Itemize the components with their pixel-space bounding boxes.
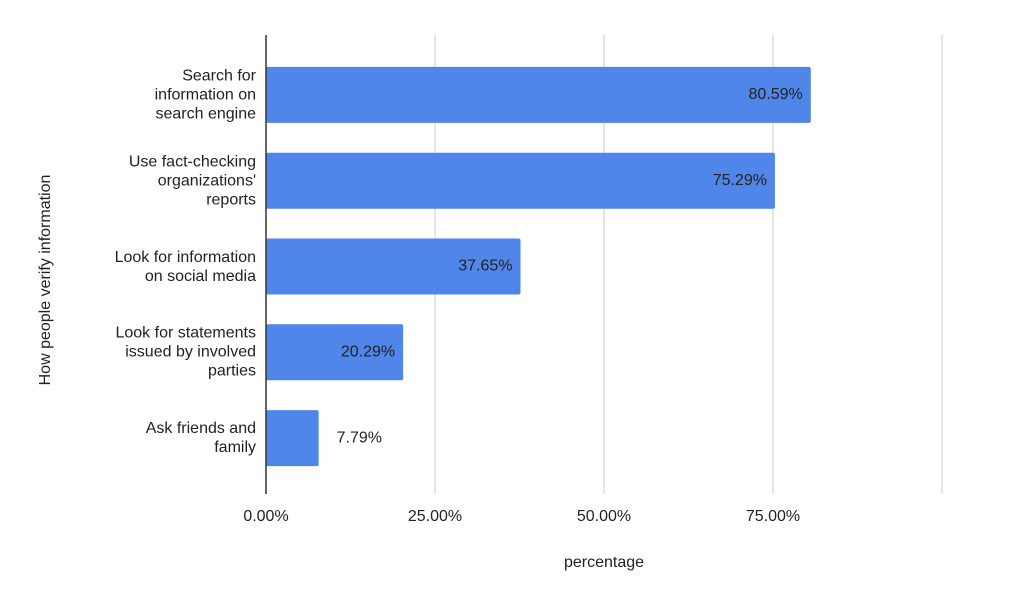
y-tick-label: Search for information on search engine [154, 67, 256, 123]
data-label: 75.29% [713, 172, 767, 189]
y-tick-label: Look for information on social media [114, 248, 256, 285]
x-tick-label: 50.00% [577, 508, 631, 525]
bar [266, 324, 404, 381]
bar [266, 66, 811, 123]
x-tick-label: 75.00% [746, 508, 800, 525]
bar [266, 152, 775, 209]
y-tick-label: Use fact-checking organizations' reports [128, 153, 256, 209]
x-tick-label: 25.00% [408, 508, 462, 525]
y-axis-title: How people verify information [37, 175, 54, 386]
data-label: 7.79% [337, 429, 382, 446]
data-label: 37.65% [458, 258, 512, 275]
x-axis-title: percentage [564, 554, 644, 571]
bar [266, 238, 521, 295]
bar [266, 410, 319, 467]
data-label: 80.59% [749, 86, 803, 103]
data-label: 20.29% [341, 344, 395, 361]
y-tick-label: Ask friends and family [145, 420, 256, 457]
y-tick-label: Look for statements issued by involved p… [115, 324, 256, 380]
x-tick-label: 0.00% [243, 508, 288, 525]
